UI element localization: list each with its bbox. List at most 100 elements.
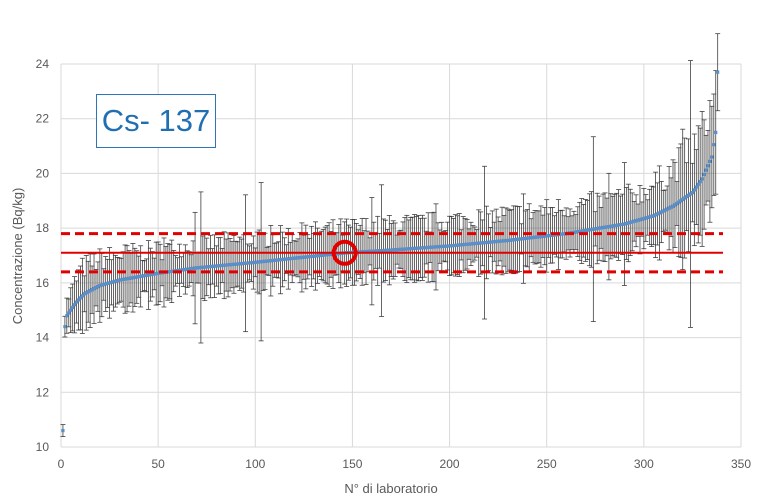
data-point <box>650 214 654 218</box>
data-point <box>205 265 209 269</box>
data-point <box>539 234 543 239</box>
data-point <box>170 269 174 273</box>
data-point <box>232 262 236 266</box>
data-point <box>152 272 156 276</box>
data-point <box>535 235 539 239</box>
data-point <box>515 237 520 241</box>
data-point <box>214 264 219 268</box>
data-point <box>125 277 129 281</box>
data-series <box>61 70 720 433</box>
data-point <box>712 143 716 147</box>
chart-title-box: Cs- 137 <box>96 94 216 148</box>
data-point <box>436 245 440 249</box>
data-point <box>325 253 329 257</box>
data-point <box>589 227 593 232</box>
data-point <box>659 210 663 214</box>
data-point <box>525 236 529 240</box>
data-point <box>403 247 407 251</box>
data-point <box>547 234 551 238</box>
data-point <box>76 298 81 302</box>
data-point <box>284 257 288 261</box>
data-point <box>541 234 545 238</box>
data-point <box>463 242 467 247</box>
data-point <box>111 280 116 284</box>
data-point <box>673 203 677 207</box>
data-point <box>428 245 432 249</box>
data-point <box>191 266 195 270</box>
data-point <box>323 253 327 257</box>
data-point <box>294 256 298 260</box>
data-point <box>617 223 621 227</box>
data-point <box>308 254 312 259</box>
data-point <box>277 258 281 262</box>
data-point <box>265 259 269 263</box>
data-point <box>185 267 189 271</box>
data-point <box>224 263 228 267</box>
data-point <box>94 286 98 290</box>
data-point <box>216 264 220 268</box>
data-point <box>545 234 549 238</box>
data-point <box>688 192 693 196</box>
data-point <box>220 263 224 268</box>
data-point <box>306 255 310 259</box>
data-point <box>496 239 500 243</box>
data-point <box>413 246 417 250</box>
data-point <box>100 283 104 287</box>
data-point <box>395 248 399 252</box>
x-tick-label: 250 <box>537 457 557 471</box>
data-point <box>517 237 522 241</box>
data-point <box>432 245 436 249</box>
data-point <box>471 242 475 246</box>
data-point <box>139 274 143 278</box>
data-point <box>63 325 67 329</box>
data-point <box>249 261 253 265</box>
data-point <box>234 262 238 266</box>
data-point <box>269 259 273 263</box>
data-point <box>385 248 389 252</box>
data-point <box>683 196 687 200</box>
data-point <box>278 258 283 262</box>
data-point <box>685 195 689 199</box>
data-point <box>447 244 452 248</box>
data-point <box>451 243 456 248</box>
highlight-circle <box>331 239 358 266</box>
data-point <box>469 242 473 246</box>
data-point <box>242 261 246 266</box>
data-point <box>378 249 382 253</box>
data-point <box>304 255 308 259</box>
data-point <box>638 218 642 222</box>
data-point <box>708 159 712 163</box>
data-point <box>397 247 401 252</box>
data-point <box>243 261 248 265</box>
data-point <box>288 257 292 261</box>
data-point <box>669 205 673 209</box>
data-point <box>251 260 255 265</box>
data-point <box>78 296 83 300</box>
data-point <box>482 241 487 245</box>
data-point <box>209 264 213 269</box>
data-point <box>273 258 277 262</box>
data-point <box>381 248 386 253</box>
x-tick-label: 300 <box>634 457 654 471</box>
x-tick-label: 200 <box>440 457 460 471</box>
data-point <box>508 238 512 242</box>
x-tick-label: 50 <box>151 457 165 471</box>
data-point <box>465 242 469 246</box>
data-point <box>133 275 137 279</box>
data-point <box>282 257 287 261</box>
data-point <box>315 254 320 258</box>
highlight-marker <box>331 239 358 266</box>
data-point <box>716 70 720 74</box>
data-point <box>311 254 316 258</box>
data-point <box>286 257 290 261</box>
data-point <box>615 223 619 227</box>
y-tick-label: 10 <box>36 440 50 454</box>
data-point <box>574 230 578 234</box>
data-point <box>247 261 252 265</box>
data-point <box>459 243 463 247</box>
data-point <box>129 276 133 280</box>
data-point <box>372 249 376 253</box>
data-point <box>597 226 601 230</box>
data-point <box>624 221 628 226</box>
